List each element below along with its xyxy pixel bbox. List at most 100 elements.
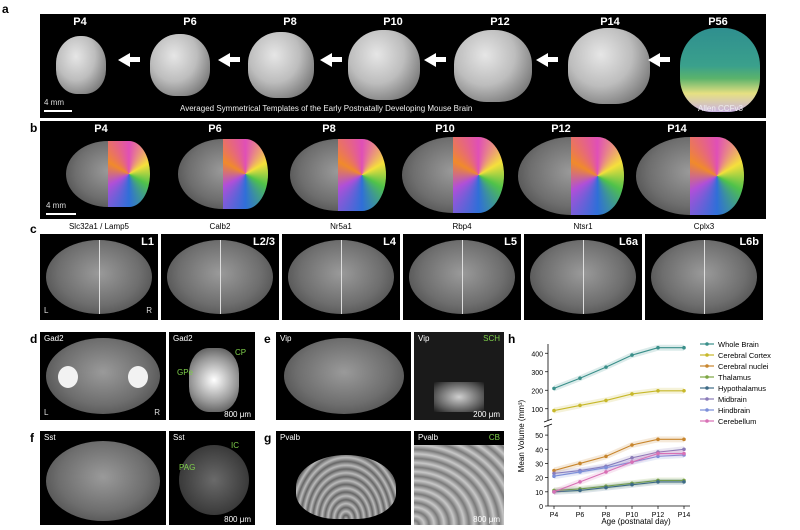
region-label: GPe <box>177 368 194 377</box>
y-tick-label: 40 <box>535 447 543 454</box>
panel-e-zoom: Vip SCH 200 μm <box>414 332 504 420</box>
legend-marker <box>705 397 709 401</box>
data-point <box>630 353 634 357</box>
data-point <box>604 465 608 470</box>
ccf-atlas-image <box>680 28 760 112</box>
panel-label-g: g <box>264 431 272 445</box>
gene-label: Gad2 <box>173 334 193 343</box>
data-point <box>604 398 608 403</box>
data-point <box>578 461 582 466</box>
age-label: P14 <box>667 123 687 135</box>
data-point <box>682 480 686 484</box>
layer-label: L6b <box>739 236 759 248</box>
panel-label-d: d <box>30 332 38 346</box>
data-point <box>630 443 634 447</box>
data-point <box>656 451 660 456</box>
data-point <box>604 485 608 490</box>
x-tick-label: P8 <box>602 512 611 519</box>
panel-label-e: e <box>264 332 271 346</box>
legend-marker <box>705 419 709 423</box>
panel-label-c: c <box>30 222 37 236</box>
marker-title: Ntsr1 <box>573 222 593 231</box>
panel-f-section: Sst <box>40 431 166 525</box>
atlas-annotation-image <box>108 141 150 207</box>
legend-marker <box>705 408 709 412</box>
series-line <box>553 452 684 493</box>
data-point <box>578 470 582 474</box>
panel-b-atlas-sections: P4 P6 P8 P10 P12 P14 4 mm <box>40 121 766 219</box>
arrow-left-icon <box>434 57 446 62</box>
legend-marker <box>705 375 709 379</box>
data-point <box>630 392 634 396</box>
brain-template-image <box>56 36 106 94</box>
axis-break-mark <box>543 423 553 428</box>
age-label: P10 <box>383 16 403 28</box>
age-label: P8 <box>322 123 336 135</box>
region-label: SCH <box>483 334 500 343</box>
series-line <box>553 479 684 491</box>
axis-break-mark <box>543 418 553 423</box>
region-label: PAG <box>179 463 196 472</box>
layer-label: L2/3 <box>252 236 275 248</box>
scale-label: 4 mm <box>46 201 66 210</box>
data-point <box>630 455 634 460</box>
panel-a-templates: P4 P6 P8 P10 P12 P14 P56 4 mm Averaged S… <box>40 14 766 118</box>
data-point <box>630 460 634 464</box>
data-point <box>552 471 556 476</box>
region-label: CP <box>235 348 247 357</box>
arrow-left-icon <box>228 57 240 62</box>
gene-label: Gad2 <box>44 334 64 343</box>
marker-section-panel: L6b <box>645 234 763 320</box>
x-tick-label: P14 <box>678 512 691 519</box>
age-label: P6 <box>208 123 222 135</box>
gene-label: Sst <box>44 433 56 442</box>
arrow-left-icon <box>118 53 130 67</box>
brain-template-image <box>248 32 314 98</box>
scale-label: 800 μm <box>224 410 251 419</box>
series-band <box>554 450 684 495</box>
panel-d-zoom: Gad2 CP GPe 800 μm <box>169 332 255 420</box>
legend-marker <box>705 386 709 390</box>
arrow-left-icon <box>330 57 342 62</box>
age-label: P10 <box>435 123 455 135</box>
gene-label: Vip <box>418 334 430 343</box>
data-point <box>682 437 686 442</box>
x-tick-label: P6 <box>576 512 585 519</box>
marker-section-panel: L6a <box>524 234 642 320</box>
gene-label: Sst <box>173 433 185 442</box>
marker-section-panel: L1 L R <box>40 234 158 320</box>
panel-g-section: Pvalb <box>276 431 411 525</box>
y-tick-label: 0 <box>539 504 543 511</box>
y-tick-label: 400 <box>531 351 543 358</box>
panel-f-zoom: Sst IC PAG 800 μm <box>169 431 255 525</box>
scale-label: 800 μm <box>224 515 251 524</box>
hemisphere-right-label: R <box>146 306 152 315</box>
gene-label: Pvalb <box>418 433 439 442</box>
brain-template-image <box>150 34 210 96</box>
volume-line-chart: 100 200 300 400 0 10 20 30 40 50 P4 P6 P8 P10 P12 P14 W… <box>517 340 771 526</box>
age-label: P8 <box>283 16 297 28</box>
legend-label: Hindbrain <box>718 406 750 415</box>
panel-label-a: a <box>2 2 9 16</box>
arrow-left-icon <box>218 53 230 67</box>
data-point <box>656 480 660 484</box>
series-line <box>553 390 684 412</box>
arrow-left-icon <box>128 57 140 62</box>
panel-label-h: h <box>508 332 516 346</box>
hemisphere-left-label: L <box>44 408 49 417</box>
data-point <box>552 468 556 473</box>
data-point <box>656 345 660 350</box>
data-point <box>656 437 660 442</box>
data-point <box>578 403 582 408</box>
panel-label-f: f <box>30 431 34 445</box>
x-axis-label: Age (postnatal day) <box>601 517 671 526</box>
y-tick-label: 30 <box>535 461 543 468</box>
data-point <box>552 386 556 391</box>
reference-label: Allen CCFv3 <box>698 104 743 113</box>
y-axis-label: Mean Volume (mm³) <box>517 399 526 472</box>
brain-template-image <box>568 28 650 104</box>
region-label: CB <box>488 433 500 442</box>
scale-label: 4 mm <box>44 98 64 107</box>
marker-title: Slc32a1 / Lamp5 <box>68 222 130 231</box>
series-line <box>553 481 684 493</box>
